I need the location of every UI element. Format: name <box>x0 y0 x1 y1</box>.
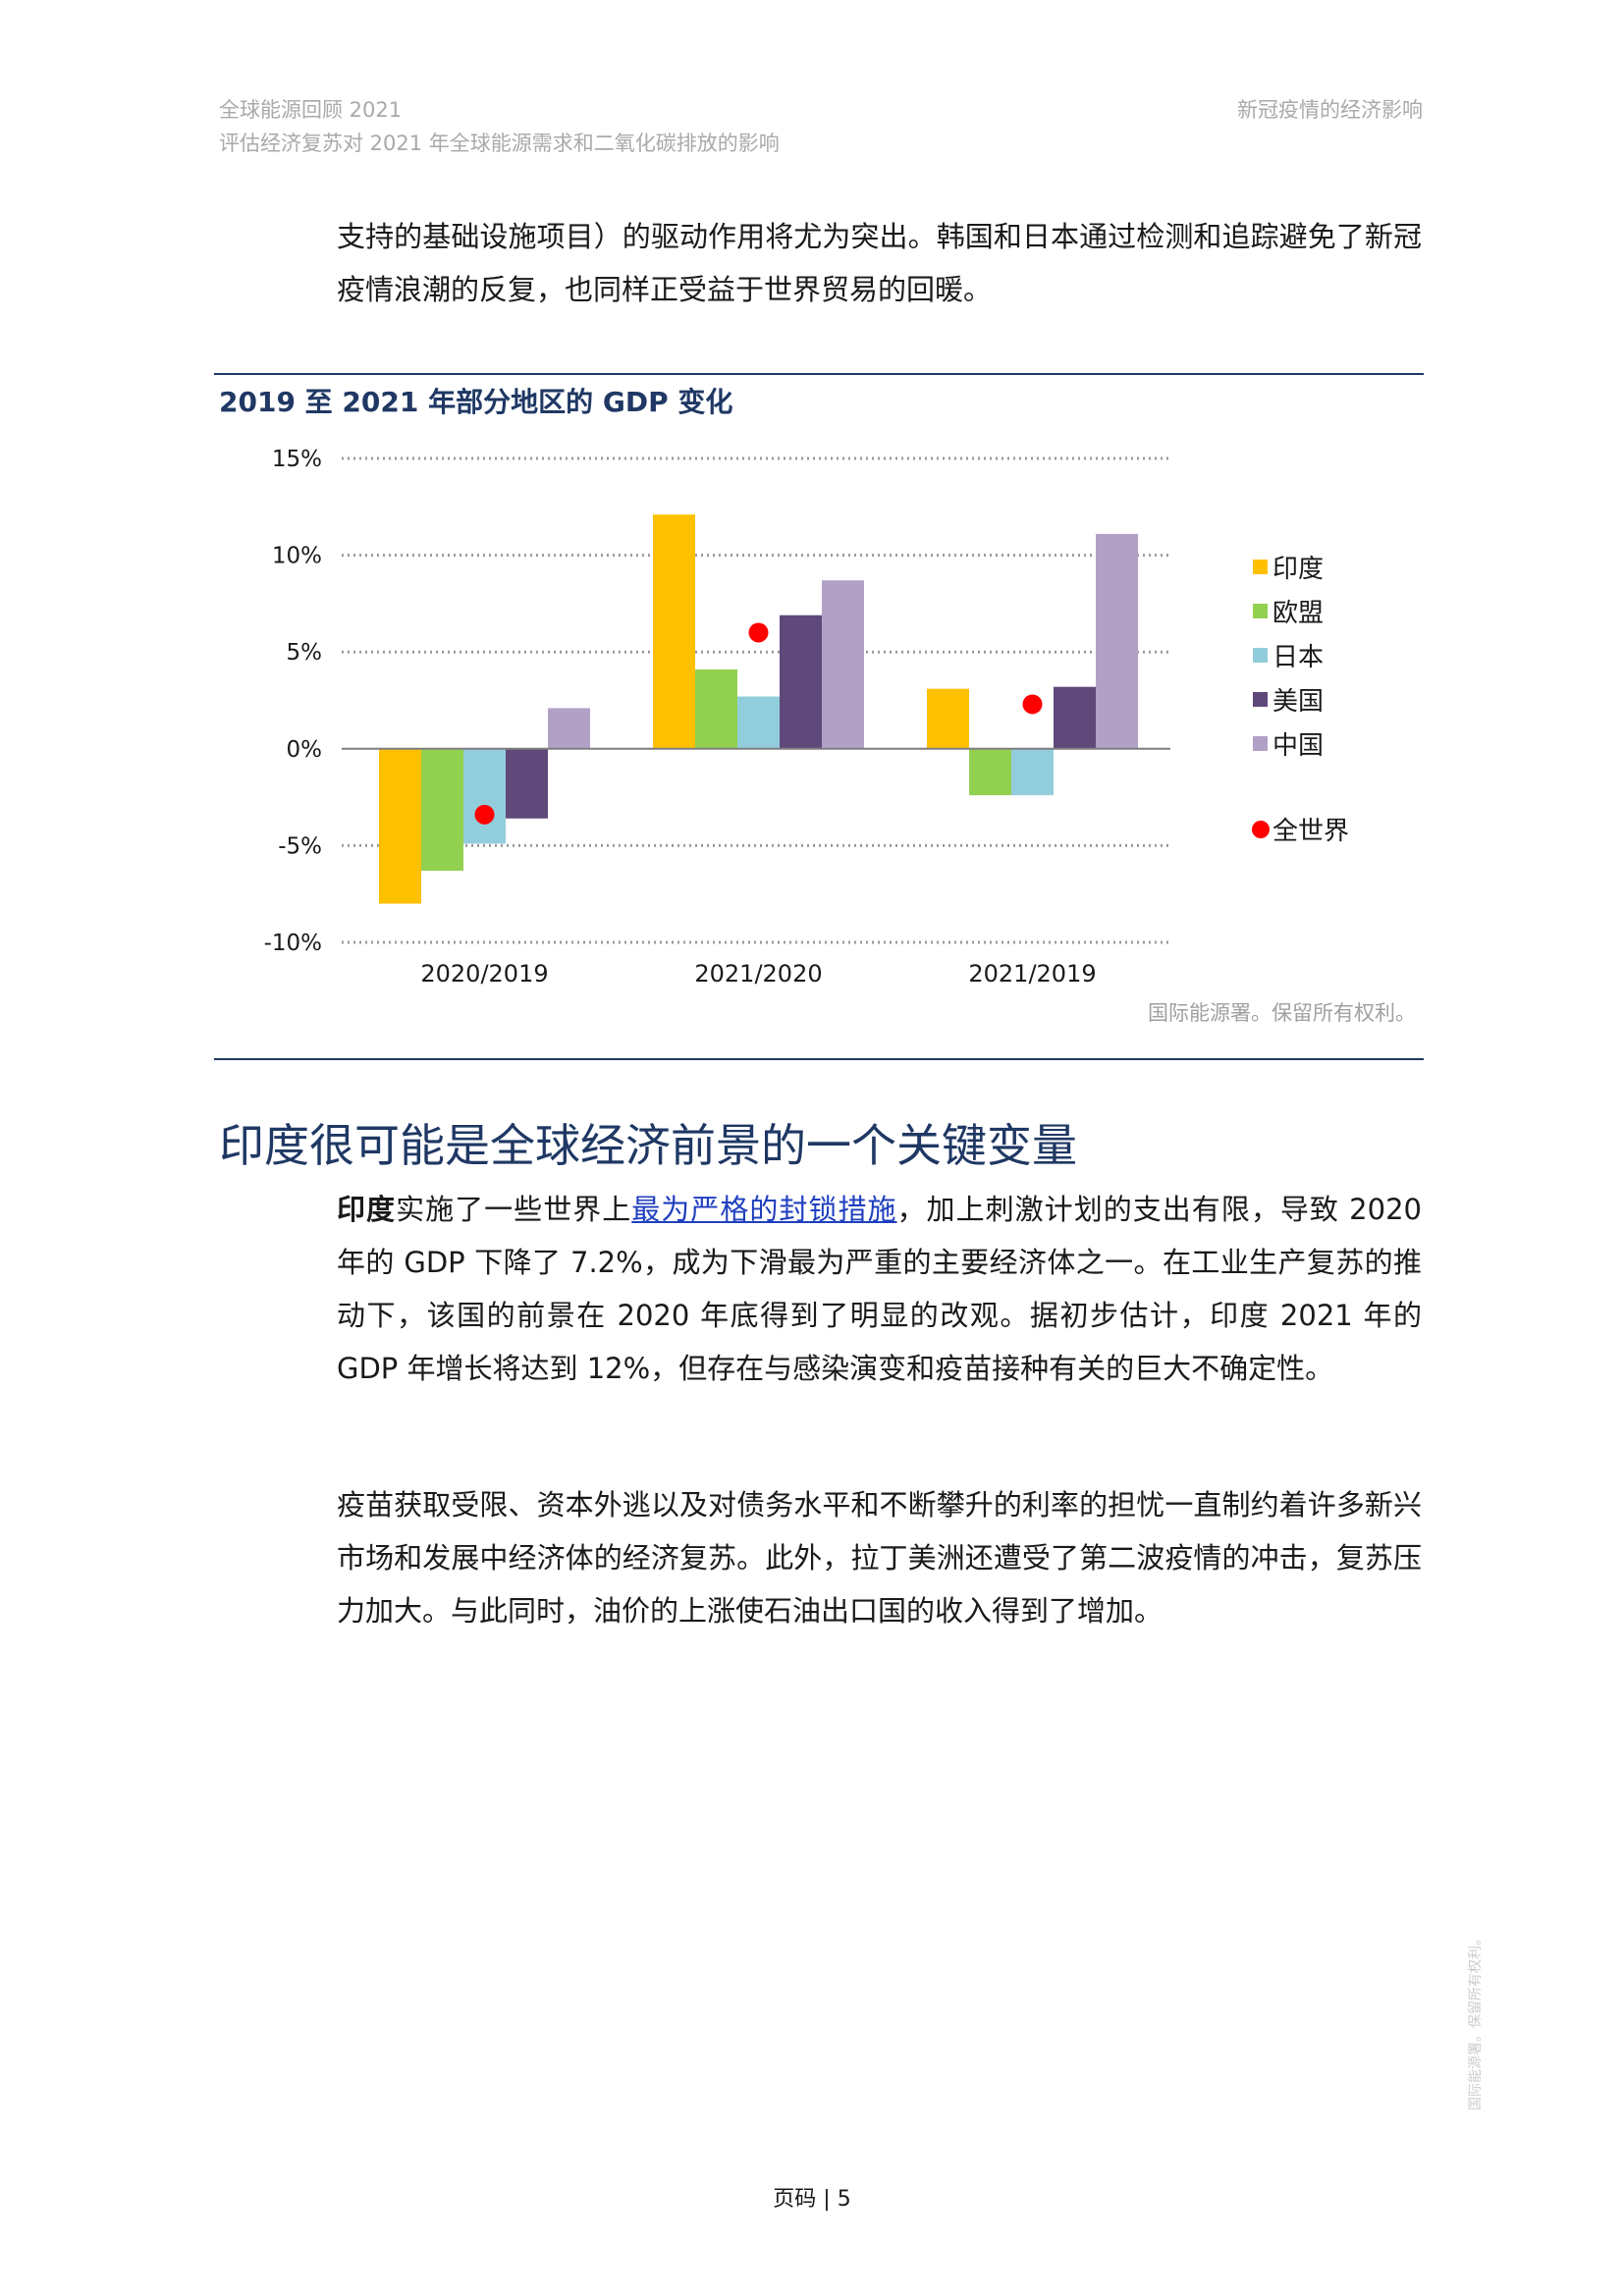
paragraph-emerging-markets: 疫苗获取受限、资本外逃以及对债务水平和不断攀升的利率的担忧一直制约着许多新兴市场… <box>337 1488 1422 1628</box>
y-tick-label: -5% <box>278 833 322 859</box>
y-tick-label: 5% <box>287 640 323 666</box>
chart-x-categories: 2020/2019 2021/2020 2021/2019 <box>420 960 1096 988</box>
bold-india: 印度 <box>337 1193 397 1226</box>
figure-credit: 国际能源署。保留所有权利。 <box>1148 1001 1416 1025</box>
legend-swatch <box>1253 648 1268 663</box>
world-marker <box>474 804 495 825</box>
bar <box>548 708 590 749</box>
lockdown-link[interactable]: 最为严格的封锁措施 <box>631 1193 897 1226</box>
bar <box>1054 686 1096 749</box>
legend-label: 美国 <box>1272 687 1324 717</box>
bar <box>695 668 737 749</box>
legend-swatch <box>1253 604 1268 618</box>
bar <box>737 696 780 749</box>
section-heading: 印度很可能是全球经济前景的一个关键变量 <box>219 1119 1077 1172</box>
figure-bottom-rule <box>214 1058 1424 1060</box>
header-section: 新冠疫情的经济影响 <box>1237 98 1423 122</box>
legend-label: 欧盟 <box>1272 599 1324 628</box>
bar <box>506 748 548 819</box>
legend-marker <box>1252 821 1270 838</box>
y-tick-label: 10% <box>272 544 322 569</box>
bar <box>969 748 1011 796</box>
chart-world-markers <box>474 622 1043 825</box>
bar <box>1011 748 1054 796</box>
world-marker <box>1022 694 1043 715</box>
figure-top-rule <box>214 373 1424 375</box>
bar <box>421 748 463 872</box>
y-tick-label: 15% <box>272 447 322 472</box>
header-title: 全球能源回顾 2021 <box>219 98 403 122</box>
chart-y-ticks: 15% 10% 5% 0% -5% -10% <box>264 447 322 956</box>
y-tick-label: -10% <box>264 931 322 956</box>
p1-text-b: ，加上刺激计划的支出有限，导致 2020 年的 GDP 下降了 7.2%，成为下… <box>337 1193 1422 1385</box>
bar <box>379 748 421 904</box>
chart-gridlines <box>342 456 1170 944</box>
gdp-chart: 15% 10% 5% 0% -5% -10% 2020/2019 2021/2020 2021… <box>264 447 1349 988</box>
intro-paragraph: 支持的基础设施项目）的驱动作用将尤为突出。韩国和日本通过检测和追踪避免了新冠疫情… <box>337 220 1422 306</box>
legend-label: 中国 <box>1272 731 1324 761</box>
chart-bars <box>379 514 1138 904</box>
bar <box>653 514 695 749</box>
y-tick-label: 0% <box>287 737 323 763</box>
x-category-label: 2021/2019 <box>968 960 1096 988</box>
legend-swatch <box>1253 560 1268 574</box>
paragraph-india: 印度实施了一些世界上最为严格的封锁措施，加上刺激计划的支出有限，导致 2020 … <box>337 1183 1422 1395</box>
bar <box>1096 533 1138 749</box>
p1-text-a: 实施了一些世界上 <box>396 1193 632 1226</box>
bar <box>927 688 969 749</box>
world-marker <box>748 622 769 643</box>
x-category-label: 2021/2020 <box>694 960 822 988</box>
bar <box>780 614 822 749</box>
side-copyright: 国际能源署。保留所有权利。 <box>1468 1932 1484 2110</box>
legend-swatch <box>1253 692 1268 707</box>
legend-label: 日本 <box>1272 643 1324 672</box>
header-subtitle: 评估经济复苏对 2021 年全球能源需求和二氧化碳排放的影响 <box>219 132 780 155</box>
page-number: 页码 | 5 <box>773 2187 851 2212</box>
x-category-label: 2020/2019 <box>420 960 548 988</box>
bar <box>463 748 506 844</box>
bar <box>822 580 864 749</box>
legend-label: 印度 <box>1272 555 1324 584</box>
figure-title: 2019 至 2021 年部分地区的 GDP 变化 <box>219 386 733 418</box>
legend-swatch <box>1253 736 1268 751</box>
legend-label: 全世界 <box>1272 817 1349 846</box>
